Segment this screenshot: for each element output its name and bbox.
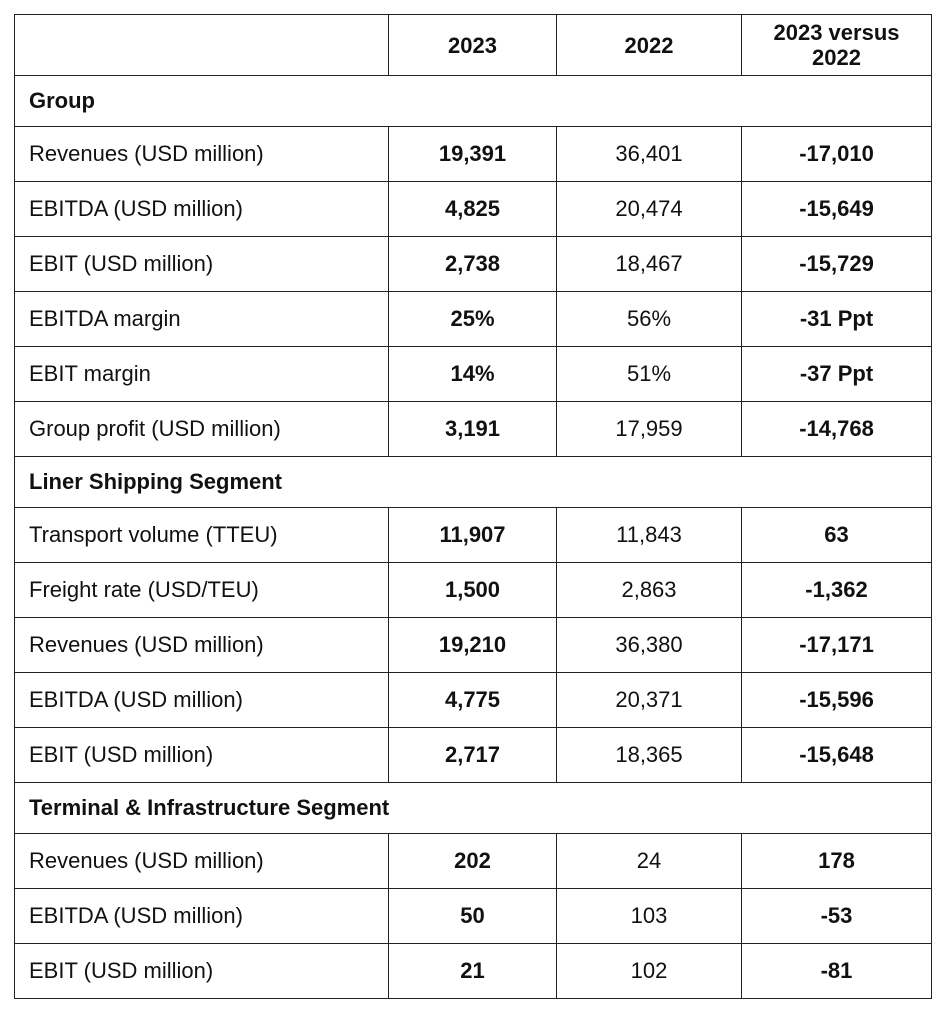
data-row: EBITDA margin 25% 56% -31 Ppt bbox=[14, 291, 932, 347]
cell-value: -15,596 bbox=[741, 672, 932, 728]
cell-value: 25% bbox=[388, 291, 557, 347]
header-row: 2023 2022 2023 versus 2022 bbox=[14, 14, 932, 76]
row-label: Freight rate (USD/TEU) bbox=[14, 562, 389, 618]
data-row: EBIT (USD million) 2,717 18,365 -15,648 bbox=[14, 727, 932, 783]
cell-value: -14,768 bbox=[741, 401, 932, 457]
section-title: Liner Shipping Segment bbox=[14, 456, 932, 508]
cell-value: -17,010 bbox=[741, 126, 932, 182]
cell-value: -53 bbox=[741, 888, 932, 944]
data-row: Revenues (USD million) 19,391 36,401 -17,01… bbox=[14, 126, 932, 182]
cell-value: 14% bbox=[388, 346, 557, 402]
cell-value: 36,380 bbox=[556, 617, 742, 673]
cell-value: 2,738 bbox=[388, 236, 557, 292]
cell-value: -15,729 bbox=[741, 236, 932, 292]
data-row: Group profit (USD million) 3,191 17,959 -14… bbox=[14, 401, 932, 457]
cell-value: -15,649 bbox=[741, 181, 932, 237]
section-row: Terminal & Infrastructure Segment bbox=[14, 782, 932, 834]
section-title: Terminal & Infrastructure Segment bbox=[14, 782, 932, 834]
table-body: Group Revenues (USD million) 19,391 36,401-… bbox=[14, 75, 932, 999]
row-label: EBIT (USD million) bbox=[14, 943, 389, 999]
cell-value: 63 bbox=[741, 507, 932, 563]
cell-value: 178 bbox=[741, 833, 932, 889]
cell-value: 36,401 bbox=[556, 126, 742, 182]
row-label: Revenues (USD million) bbox=[14, 617, 389, 673]
section-row: Liner Shipping Segment bbox=[14, 456, 932, 508]
cell-value: 11,843 bbox=[556, 507, 742, 563]
cell-value: 11,907 bbox=[388, 507, 557, 563]
cell-value: 4,825 bbox=[388, 181, 557, 237]
row-label: EBITDA margin bbox=[14, 291, 389, 347]
cell-value: 4,775 bbox=[388, 672, 557, 728]
cell-value: 19,391 bbox=[388, 126, 557, 182]
cell-value: 102 bbox=[556, 943, 742, 999]
row-label: EBIT (USD million) bbox=[14, 236, 389, 292]
cell-value: 24 bbox=[556, 833, 742, 889]
cell-value: -31 Ppt bbox=[741, 291, 932, 347]
cell-value: 20,371 bbox=[556, 672, 742, 728]
column-header: 2023 bbox=[388, 14, 557, 76]
cell-value: 1,500 bbox=[388, 562, 557, 618]
row-label: Revenues (USD million) bbox=[14, 126, 389, 182]
section-row: Group bbox=[14, 75, 932, 127]
section-title: Group bbox=[14, 75, 932, 127]
cell-value: 50 bbox=[388, 888, 557, 944]
cell-value: -15,648 bbox=[741, 727, 932, 783]
data-row: EBIT (USD million) 21 102 -81 bbox=[14, 943, 932, 999]
row-label: Revenues (USD million) bbox=[14, 833, 389, 889]
cell-value: 202 bbox=[388, 833, 557, 889]
data-row: Freight rate (USD/TEU) 1,500 2,863 -1,362 bbox=[14, 562, 932, 618]
cell-value: 56% bbox=[556, 291, 742, 347]
results-table: 2023 2022 2023 versus 2022 Group Revenues… bbox=[14, 14, 932, 999]
row-label: EBITDA (USD million) bbox=[14, 181, 389, 237]
cell-value: -1,362 bbox=[741, 562, 932, 618]
cell-value: 18,365 bbox=[556, 727, 742, 783]
header-empty bbox=[14, 14, 389, 76]
row-label: EBIT margin bbox=[14, 346, 389, 402]
column-header-text: 2023 versus 2022 bbox=[773, 20, 900, 70]
data-row: Revenues (USD million) 19,210 36,380 -17,17… bbox=[14, 617, 932, 673]
row-label: Group profit (USD million) bbox=[14, 401, 389, 457]
cell-value: 17,959 bbox=[556, 401, 742, 457]
cell-value: 18,467 bbox=[556, 236, 742, 292]
data-row: Transport volume (TTEU) 11,907 11,843 63 bbox=[14, 507, 932, 563]
cell-value: 51% bbox=[556, 346, 742, 402]
cell-value: 103 bbox=[556, 888, 742, 944]
cell-value: -81 bbox=[741, 943, 932, 999]
column-header: 2022 bbox=[556, 14, 742, 76]
cell-value: 2,717 bbox=[388, 727, 557, 783]
cell-value: -17,171 bbox=[741, 617, 932, 673]
cell-value: 2,863 bbox=[556, 562, 742, 618]
cell-value: 20,474 bbox=[556, 181, 742, 237]
row-label: EBITDA (USD million) bbox=[14, 888, 389, 944]
data-row: EBIT margin 14% 51% -37 Ppt bbox=[14, 346, 932, 402]
cell-value: 19,210 bbox=[388, 617, 557, 673]
data-row: EBITDA (USD million) 4,775 20,371 -15,596 bbox=[14, 672, 932, 728]
column-header: 2023 versus 2022 bbox=[741, 14, 932, 76]
cell-value: 3,191 bbox=[388, 401, 557, 457]
data-row: Revenues (USD million) 202 24 178 bbox=[14, 833, 932, 889]
data-row: EBITDA (USD million) 50 103 -53 bbox=[14, 888, 932, 944]
data-row: EBIT (USD million) 2,738 18,467 -15,729 bbox=[14, 236, 932, 292]
row-label: EBIT (USD million) bbox=[14, 727, 389, 783]
cell-value: 21 bbox=[388, 943, 557, 999]
row-label: Transport volume (TTEU) bbox=[14, 507, 389, 563]
cell-value: -37 Ppt bbox=[741, 346, 932, 402]
row-label: EBITDA (USD million) bbox=[14, 672, 389, 728]
data-row: EBITDA (USD million) 4,825 20,474 -15,649 bbox=[14, 181, 932, 237]
